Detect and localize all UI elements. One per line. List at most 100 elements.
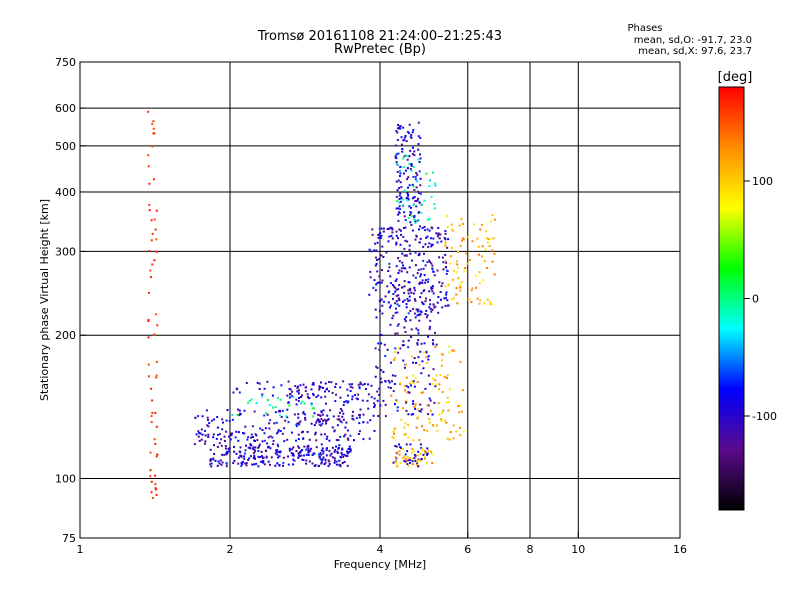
data-point [302,437,305,440]
data-point [276,462,279,465]
data-point [290,431,293,434]
data-point [287,401,290,404]
data-point [312,382,315,384]
data-point [390,361,392,364]
data-point [243,432,246,435]
data-point [269,419,272,422]
data-point [455,260,458,263]
data-point [428,328,431,330]
data-point [429,307,432,310]
data-point [317,394,320,397]
data-point [417,458,420,461]
data-point [293,413,296,416]
data-point [410,224,413,226]
data-point [412,307,415,310]
data-point [337,439,340,442]
data-point [226,409,229,411]
data-point [402,204,405,206]
data-point [352,418,355,421]
data-point [228,419,231,422]
data-point [412,204,415,206]
data-point [410,211,413,214]
data-point [457,277,460,280]
data-point [287,455,289,458]
data-point [382,300,385,303]
data-point [380,334,383,336]
data-point [429,399,432,402]
data-point [388,381,391,384]
data-point [394,427,397,430]
data-point [351,417,354,420]
data-point [375,262,378,265]
data-point [220,438,223,441]
data-point [424,313,427,315]
data-point [403,385,406,388]
data-point [307,454,310,456]
data-point [417,450,420,453]
data-point [404,453,407,456]
data-point [351,395,354,398]
data-point [313,407,315,410]
data-point [403,280,406,283]
colorbar-tick-label: -100 [752,410,777,423]
data-point [389,304,392,307]
data-point [450,298,453,301]
data-point [414,316,417,319]
data-point [207,436,210,438]
data-point [285,415,288,418]
data-point [419,157,422,160]
data-point [434,346,437,348]
data-point [419,153,421,156]
data-point [440,418,443,421]
data-point [420,310,423,313]
data-point [335,393,337,396]
data-point [331,446,334,449]
data-point [148,291,150,294]
data-point [392,437,395,440]
data-point [287,463,290,466]
data-point [412,382,415,384]
data-point [393,359,396,361]
data-point [317,413,320,416]
data-point [303,445,306,448]
data-point [397,297,400,300]
data-point [412,292,415,295]
data-point [291,395,294,398]
data-point [346,429,349,432]
data-point [272,406,274,409]
data-point [339,420,342,423]
data-point [210,465,213,468]
data-point [398,269,401,272]
data-point [282,461,285,464]
data-point [277,445,280,448]
data-point [346,388,349,391]
data-point [237,408,240,411]
data-point [412,128,415,131]
data-point [282,464,284,467]
data-point [492,237,495,240]
data-point [358,430,361,433]
data-point [435,374,438,377]
data-point [394,456,397,459]
data-point [216,464,219,467]
data-point [428,306,431,309]
data-point [338,444,341,447]
data-point [430,286,433,289]
data-point [396,409,399,412]
data-point [218,433,221,436]
data-point [311,462,314,465]
data-point [362,413,365,416]
data-point [444,232,447,235]
data-point [221,453,224,456]
data-point [407,292,410,295]
data-point [296,422,299,425]
data-point [198,432,201,434]
data-point [150,387,153,390]
data-point [308,460,311,463]
data-point [388,227,391,230]
data-point [452,437,455,440]
data-point [292,458,295,461]
data-point [150,480,153,483]
data-point [239,451,242,454]
data-point [391,317,394,320]
